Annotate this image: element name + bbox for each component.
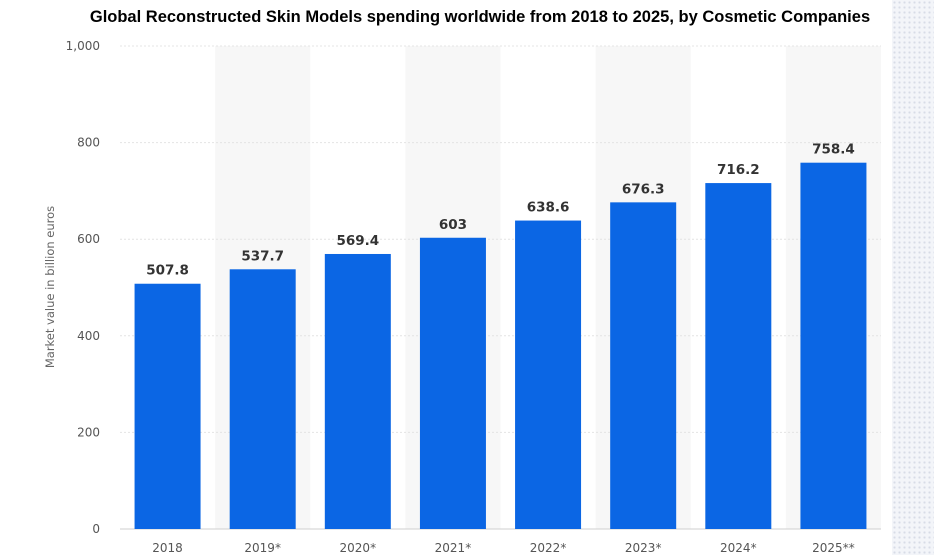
data-labels: 507.8 537.7 569.4 603 638.6 676.3 716.2 758.4: [146, 142, 855, 279]
data-label: 507.8: [146, 263, 189, 279]
x-tick-label: 2024*: [720, 541, 757, 555]
data-label: 638.6: [527, 200, 570, 216]
x-axis-ticks: 2018 2019* 2020* 2021* 2022* 2023* 2024* 2025**: [152, 541, 854, 555]
data-label: 569.4: [336, 233, 379, 249]
data-label: 716.2: [717, 162, 760, 178]
x-tick-label: 2025**: [812, 541, 855, 555]
y-axis-title: Market value in billion euros: [43, 206, 57, 368]
chart-title: Global Reconstructed Skin Models spendin…: [89, 8, 871, 26]
y-axis-ticks: 0 200 400 600 800 1,000: [66, 39, 100, 536]
x-tick-label: 2018: [152, 541, 183, 555]
y-tick-label: 1,000: [66, 39, 100, 53]
y-tick-label: 600: [77, 232, 100, 246]
data-label: 537.7: [241, 248, 284, 264]
x-tick-label: 2021*: [435, 541, 472, 555]
y-tick-label: 400: [77, 329, 100, 343]
data-label: 758.4: [812, 142, 855, 158]
y-tick-label: 200: [77, 425, 100, 439]
bars: [134, 162, 867, 530]
y-tick-label: 0: [92, 522, 100, 536]
x-tick-label: 2020*: [340, 541, 377, 555]
y-tick-label: 800: [77, 136, 100, 150]
bar-2018: [134, 283, 201, 529]
x-tick-label: 2019*: [244, 541, 281, 555]
bar-2020*: [324, 253, 391, 529]
bar-2019*: [229, 269, 296, 529]
decorative-side-strip: [892, 0, 934, 555]
data-label: 676.3: [622, 181, 665, 197]
bar-2025**: [800, 162, 867, 529]
bar-2024*: [705, 183, 772, 530]
x-tick-label: 2022*: [530, 541, 567, 555]
bar-2023*: [610, 202, 677, 529]
x-tick-label: 2023*: [625, 541, 662, 555]
data-label: 603: [439, 217, 467, 233]
bar-2022*: [515, 220, 582, 529]
bar-2021*: [419, 237, 486, 529]
